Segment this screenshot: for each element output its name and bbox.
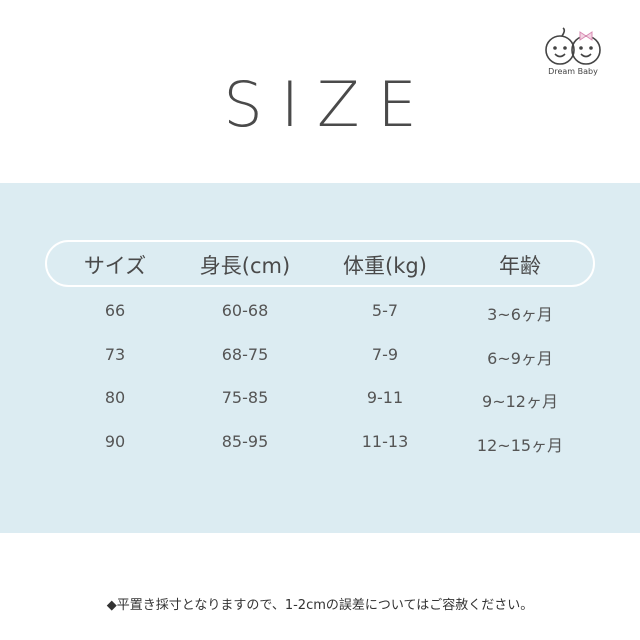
cell-weight: 5-7	[371, 301, 399, 320]
cell-size: 66	[104, 301, 126, 320]
header-size: サイズ	[83, 254, 147, 278]
cell-weight: 11-13	[361, 432, 409, 451]
cell-height: 85-95	[221, 432, 269, 451]
cell-height: 68-75	[221, 345, 269, 364]
cell-size: 73	[104, 345, 126, 364]
page-title: SIZE	[223, 68, 435, 141]
cell-weight: 9-11	[366, 388, 404, 407]
measurement-note: ◆平置き採寸となりますので、1-2cmの誤差についてはご容赦ください。	[106, 598, 534, 613]
cell-size: 90	[104, 432, 126, 451]
cell-age: 3~6ヶ月	[487, 305, 553, 324]
cell-size: 80	[104, 388, 126, 407]
cell-age: 6~9ヶ月	[487, 349, 553, 368]
table-header-row	[45, 240, 595, 287]
cell-height: 60-68	[221, 301, 269, 320]
header-height: 身長(cm)	[199, 254, 291, 278]
cell-age: 9~12ヶ月	[482, 392, 558, 411]
logo-text: Dream Baby	[548, 67, 598, 76]
dream-baby-logo-icon	[545, 27, 601, 65]
header-weight: 体重(kg)	[343, 254, 427, 278]
cell-age: 12~15ヶ月	[476, 436, 564, 455]
header-age: 年齢	[499, 254, 541, 278]
cell-weight: 7-9	[371, 345, 399, 364]
cell-height: 75-85	[221, 388, 269, 407]
